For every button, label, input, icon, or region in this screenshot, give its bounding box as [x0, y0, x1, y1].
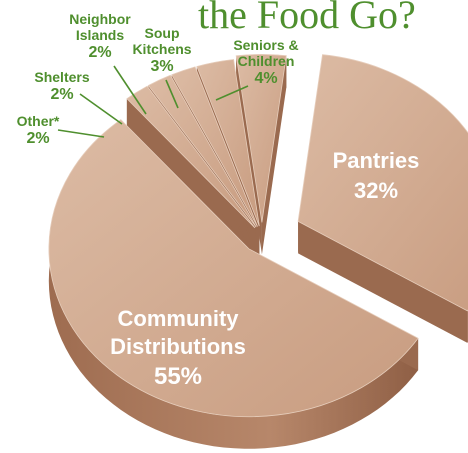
label-neighbor-islands-line-0: Neighbor: [69, 11, 131, 27]
label-other-line-0: Other*: [17, 113, 60, 129]
label-seniors-children-line-1: Children: [238, 53, 295, 69]
label-neighbor-islands-line-1: Islands: [76, 27, 124, 43]
slice-cut-other-0: [126, 98, 255, 260]
leader-line-neighbor-islands: [113, 65, 147, 115]
label-shelters-value: 2%: [50, 86, 73, 103]
label-other-value: 2%: [26, 130, 49, 147]
label-neighbor-islands-value: 2%: [88, 44, 111, 61]
label-soup-kitchens-line-0: Soup: [145, 25, 180, 41]
leader-line-soup-kitchens: [165, 79, 179, 109]
slice-neighbor-islands: [171, 66, 258, 227]
slice-tops: [48, 54, 468, 418]
label-community-distributions-line-0: Community: [118, 306, 240, 331]
slice-cut-seniors-children-1: [261, 55, 287, 255]
slice-seniors-children: [235, 54, 287, 223]
label-soup-kitchens-value: 3%: [150, 58, 173, 75]
label-community-distributions-value: 55%: [154, 363, 202, 390]
slice-soup-kitchens: [196, 59, 260, 227]
slice-labels: Pantries 32% Community Distributions 55% Othe…: [17, 11, 420, 390]
slice-shelters: [147, 74, 257, 228]
chart-title: the Food Go?: [198, 0, 416, 37]
slice-other: [126, 85, 256, 229]
leader-line-shelters: [79, 93, 123, 125]
leader-line-seniors-children: [215, 85, 249, 101]
label-community-distributions-line-1: Distributions: [110, 334, 246, 359]
slice-pantries: [297, 54, 468, 312]
leader-line-other: [57, 129, 105, 138]
label-pantries-line-0: Pantries: [333, 148, 420, 173]
label-shelters-line-0: Shelters: [34, 69, 89, 85]
label-seniors-children-line-0: Seniors &: [233, 37, 298, 53]
label-soup-kitchens-line-1: Kitchens: [132, 41, 191, 57]
slice-cut-pantries-1: [298, 221, 468, 343]
label-seniors-children-value: 4%: [254, 70, 277, 87]
label-pantries-value: 32%: [354, 178, 398, 203]
slice-community-distributions: [48, 119, 419, 418]
